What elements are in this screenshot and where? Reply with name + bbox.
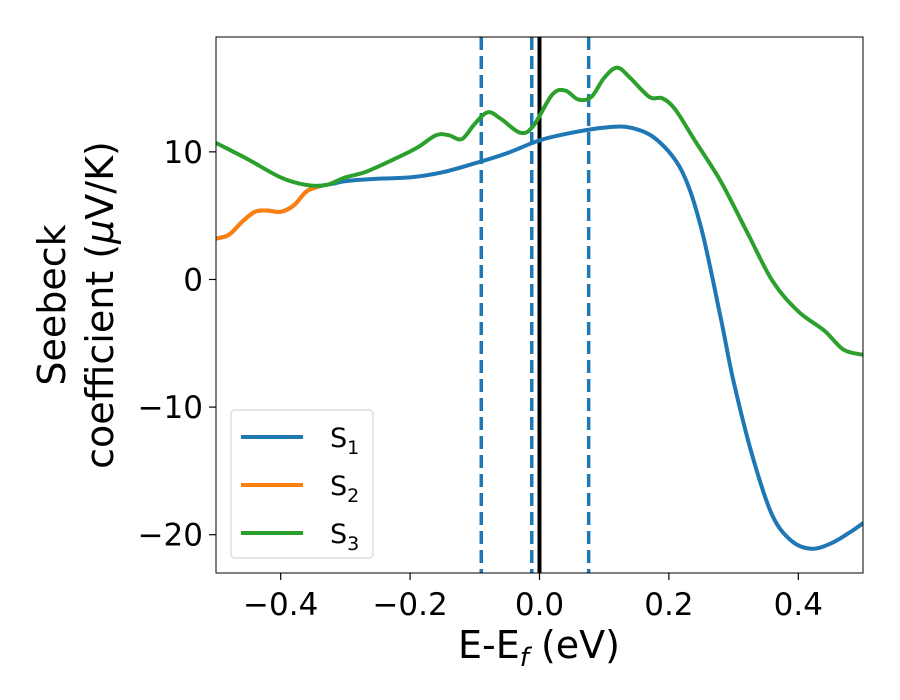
series-line-s2 [216, 184, 321, 241]
x-axis-title: E-Ef (eV) [458, 623, 620, 673]
legend: S1 S2 S3 [230, 409, 374, 559]
legend-label-s2: S2 [330, 471, 359, 507]
x-tick-label: 0.0 [515, 587, 564, 623]
series-lines [216, 65, 863, 551]
reference-lines [479, 37, 591, 573]
y-axis-title-line1: Seebeck [30, 224, 74, 385]
x-tick-label: 0.2 [644, 587, 693, 623]
legend-label-s3: S3 [330, 519, 359, 555]
x-tick-label: −0.2 [372, 587, 447, 623]
y-tick-label: −20 [138, 518, 203, 554]
y-axis-title: Seebeck coefficient (μV/K) [30, 141, 122, 469]
x-tick-label: −0.4 [243, 587, 318, 623]
y-axis-ticks: −20 −10 0 10 [138, 135, 216, 554]
x-tick-label: 0.4 [774, 587, 823, 623]
y-tick-label: −10 [138, 390, 203, 426]
series-line-s3 [216, 65, 863, 357]
y-axis-title-line2: coefficient (μV/K) [78, 141, 122, 469]
x-axis-ticks: −0.4 −0.2 0.0 0.2 0.4 [243, 573, 823, 623]
y-tick-label: 10 [164, 135, 203, 171]
y-tick-label: 0 [183, 262, 203, 298]
legend-label-s1: S1 [330, 423, 359, 459]
